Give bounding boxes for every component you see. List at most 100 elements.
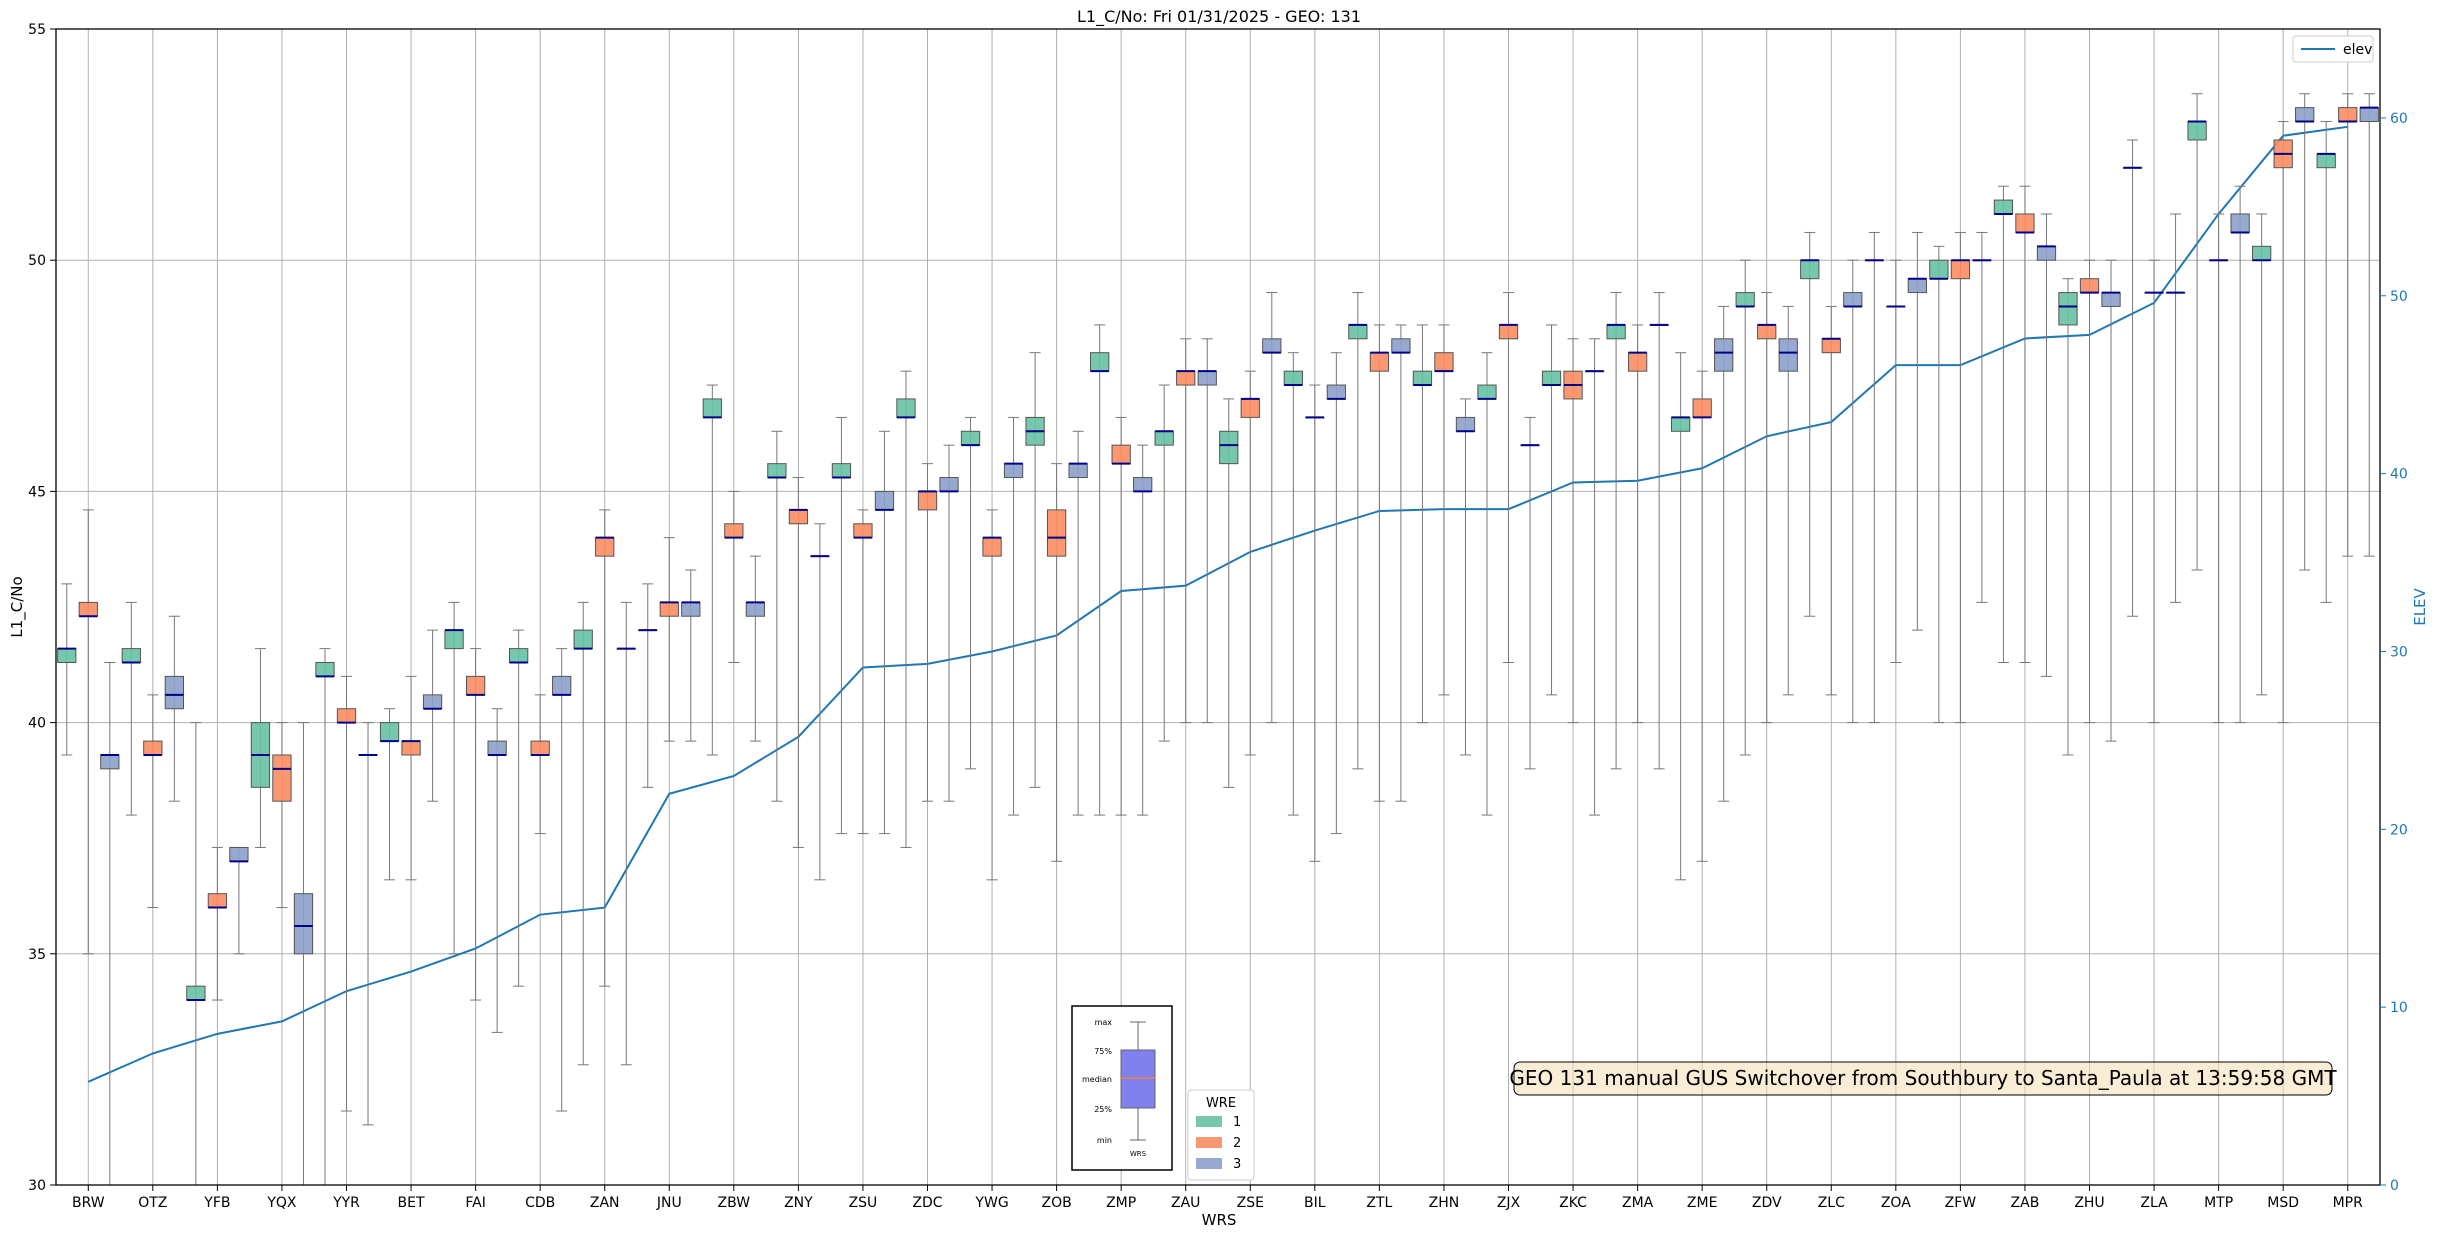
box-iqr <box>1778 338 1798 372</box>
box-wre-1 <box>1154 384 1174 742</box>
box-iqr <box>186 985 206 1001</box>
elev-line <box>87 125 2348 1083</box>
box-iqr <box>1369 352 1390 372</box>
box-wre-1 <box>315 648 335 1185</box>
box-layer <box>57 93 2379 1185</box>
box-iqr <box>1391 338 1411 354</box>
inset-box <box>1120 1049 1156 1109</box>
box-iqr <box>767 463 787 479</box>
y-tick-label: 55 <box>28 22 46 38</box>
box-wre-1 <box>702 384 722 756</box>
box-wre-2 <box>207 846 228 1001</box>
box-iqr <box>2101 292 2121 307</box>
x-tick-label: YQX <box>266 1195 297 1211</box>
box-wre-3 <box>552 648 572 1112</box>
y2-tick-label: 0 <box>2390 1178 2399 1194</box>
x-tick-label: ZBW <box>718 1195 751 1211</box>
box-iqr <box>401 740 421 756</box>
box-iqr <box>57 648 77 663</box>
box-iqr <box>164 675 184 710</box>
switchover-annotation: GEO 131 manual GUS Switchover from South… <box>1509 1061 2337 1096</box>
box-wre-1 <box>250 648 271 848</box>
box-iqr <box>1541 370 1562 386</box>
box-wre-1 <box>573 601 593 1066</box>
box-iqr <box>1003 463 1024 479</box>
x-axis: BRW OTZ YFB YQX YYR BET FAI CDB ZAN JNU ZBW ZNY ZSU Z… <box>72 1185 2363 1211</box>
box-wre-3 <box>2230 185 2250 724</box>
box-wre-3 <box>293 722 314 1185</box>
box-iqr <box>78 601 98 617</box>
box-wre-3 <box>874 430 895 835</box>
box-wre-2 <box>78 509 98 955</box>
box-iqr <box>1950 259 1971 280</box>
box-iqr <box>1068 463 1088 479</box>
box-wre-3 <box>1649 292 1669 770</box>
box-wre-1 <box>1025 352 1045 788</box>
elev-legend-label: elev <box>2343 42 2372 58</box>
x-tick-label: CDB <box>525 1195 555 1211</box>
box-iqr <box>552 675 572 696</box>
box-iqr <box>1240 398 1260 418</box>
box-wre-3 <box>1326 352 1346 835</box>
wre-legend-swatch-1 <box>1196 1116 1222 1127</box>
x-tick-label: ZSE <box>1237 1195 1264 1211</box>
wre-legend-swatch-3 <box>1196 1158 1222 1169</box>
box-wre-2 <box>788 477 809 848</box>
box-iqr <box>573 629 593 650</box>
x-tick-label: ZAB <box>2011 1195 2040 1211</box>
box-wre-2 <box>1950 231 1971 724</box>
box-wre-2 <box>724 490 744 663</box>
box-wre-1 <box>1864 231 1884 724</box>
box-wre-3 <box>681 569 701 742</box>
wre-legend-swatch-2 <box>1196 1137 1222 1148</box>
box-wre-3 <box>1391 324 1411 802</box>
box-iqr <box>1692 398 1712 418</box>
box-wre-3 <box>1714 305 1734 802</box>
box-wre-3 <box>487 708 507 1033</box>
box-wre-1 <box>1348 292 1368 770</box>
box-iqr <box>1477 384 1497 400</box>
box-wre-2 <box>1821 305 1841 696</box>
y2-tick-label: 40 <box>2390 467 2408 483</box>
box-iqr <box>100 754 120 770</box>
box-iqr <box>1907 278 1927 294</box>
box-iqr <box>379 722 400 742</box>
y2-tick-label: 30 <box>2390 644 2408 660</box>
box-wre-3 <box>100 661 120 1185</box>
box-wre-2 <box>272 722 292 909</box>
box-wre-1 <box>121 601 141 816</box>
box-wre-2 <box>2208 213 2229 724</box>
box-iqr <box>917 490 938 511</box>
box-wre-3 <box>2036 213 2057 677</box>
box-wre-3 <box>164 615 184 802</box>
x-tick-label: YFB <box>203 1195 230 1211</box>
box-wre-1 <box>960 416 981 770</box>
box-iqr <box>1154 430 1174 446</box>
box-wre-3 <box>810 523 830 881</box>
box-wre-3 <box>1778 305 1798 696</box>
box-iqr <box>315 661 335 677</box>
x-tick-label: ZDV <box>1752 1195 1782 1211</box>
box-wre-2 <box>853 509 873 835</box>
x-tick-label: ZTL <box>1366 1195 1392 1211</box>
box-wre-2 <box>2338 93 2358 557</box>
box-wre-3 <box>229 846 249 955</box>
box-wre-1 <box>379 708 400 881</box>
box-wre-2 <box>465 648 486 1001</box>
box-iqr <box>465 675 486 696</box>
box-iqr <box>2359 107 2379 122</box>
wre-legend-label-2: 2 <box>1233 1136 1241 1151</box>
elev-line-layer <box>87 125 2348 1083</box>
box-iqr <box>1348 324 1368 340</box>
box-iqr <box>487 740 507 756</box>
inset-label-min: min <box>1097 1136 1112 1145</box>
box-iqr <box>1283 370 1303 386</box>
box-wre-1 <box>767 430 787 802</box>
box-iqr <box>595 537 615 557</box>
box-wre-2 <box>1240 370 1260 756</box>
x-tick-label: ZJX <box>1497 1195 1521 1211</box>
box-iqr <box>2295 107 2315 122</box>
box-iqr <box>1843 292 1863 307</box>
box-wre-1 <box>2058 278 2078 756</box>
y-axis-label: L1_C/No <box>8 576 27 637</box>
